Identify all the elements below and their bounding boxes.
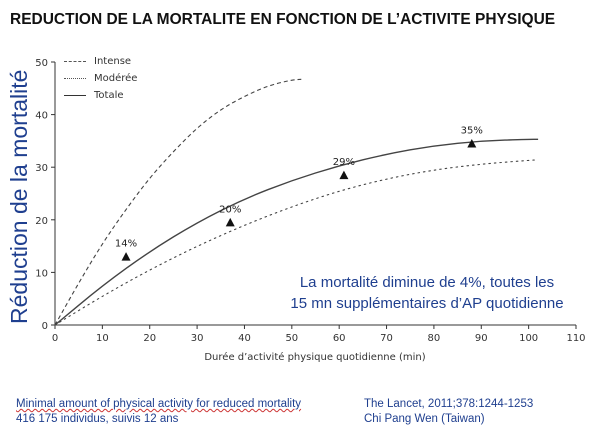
annotation-line: La mortalité diminue de 4%, toutes les [299, 274, 555, 291]
x-axis-label: Durée d’activité physique quotidienne (m… [204, 351, 425, 363]
marker-label: 20% [219, 204, 241, 215]
x-tick-label: 30 [191, 333, 204, 344]
marker-label: 35% [461, 126, 483, 137]
footer-study: Minimal amount of physical activity for … [16, 397, 301, 427]
series-layer [54, 78, 539, 326]
legend-item-moderee: Modérée [64, 70, 137, 87]
marker-triangle [339, 170, 349, 180]
x-tick-label: 20 [143, 333, 156, 344]
y-tick-label: 30 [35, 163, 48, 174]
x-tick-label: 80 [428, 333, 441, 344]
marker-label: 29% [333, 157, 355, 168]
y-tick-label: 20 [35, 216, 48, 227]
study-population: 416 175 individus, suivis 12 ans [16, 413, 179, 425]
footer-citation: The Lancet, 2011;378:1244-1253 Chi Pang … [364, 397, 533, 427]
legend-label: Modérée [94, 73, 138, 84]
x-tick-label: 90 [475, 333, 488, 344]
legend-swatch-dashed [64, 61, 86, 62]
y-tick-label: 0 [42, 321, 48, 332]
x-tick-label: 110 [566, 333, 585, 344]
legend-item-intense: Intense [64, 53, 137, 70]
citation-author: Chi Pang Wen (Taiwan) [364, 413, 485, 425]
annotation-line: 15 mn supplémentaires d’AP quotidienne [290, 295, 564, 312]
marker-triangle [121, 252, 131, 261]
markers-layer: 14% 20% 29% 35% [115, 126, 483, 261]
study-title: Minimal amount of physical activity for … [16, 398, 302, 410]
legend-swatch-solid [64, 95, 86, 96]
x-tick-label: 50 [285, 333, 298, 344]
y-tick-label: 50 [35, 58, 48, 69]
x-tick-label: 70 [380, 333, 393, 344]
marker-triangle [467, 139, 477, 148]
x-tick-label: 0 [52, 333, 58, 344]
series-line-dashed [54, 78, 302, 326]
legend-label: Intense [94, 56, 132, 67]
x-tick-label: 60 [333, 333, 346, 344]
legend-label: Totale [94, 90, 124, 101]
legend-swatch-dotted [64, 78, 86, 79]
x-tick-label: 100 [519, 333, 538, 344]
page-title: REDUCTION DE LA MORTALITE EN FONCTION DE… [10, 11, 556, 28]
marker-triangle [225, 217, 235, 227]
marker-label: 14% [115, 239, 137, 250]
legend: Intense Modérée Totale [64, 53, 137, 104]
y-tick-label: 10 [35, 268, 48, 279]
x-tick-label: 40 [238, 333, 251, 344]
axes: 0 10 20 30 40 50 60 70 80 90 100 110 0 10 20 30 40 50 [35, 58, 585, 344]
y-tick-label: 40 [35, 111, 48, 122]
x-tick-label: 10 [96, 333, 109, 344]
citation-journal: The Lancet, 2011;378:1244-1253 [364, 398, 534, 410]
legend-item-totale: Totale [64, 87, 137, 104]
series-line-solid [54, 138, 539, 326]
chart-annotation: La mortalité diminue de 4%, toutes les 1… [262, 272, 592, 314]
